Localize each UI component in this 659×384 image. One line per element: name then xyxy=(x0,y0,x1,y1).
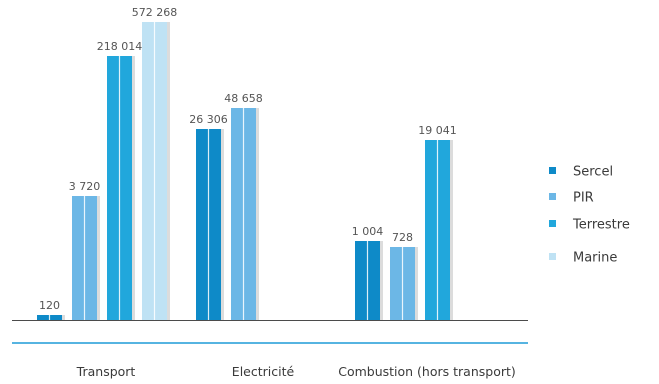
legend-label-terrestre: Terrestre xyxy=(572,218,630,233)
legend-label-pir: PIR xyxy=(573,191,594,206)
legend-label-marine: Marine xyxy=(573,251,617,266)
value-label: 19 041 xyxy=(418,124,457,137)
legend-swatch-marine xyxy=(549,253,556,260)
legend: Sercel PIR Terrestre Marine xyxy=(549,165,630,266)
category-labels-group: Transport Electricité Combustion (hors tra… xyxy=(76,364,516,379)
bars-group xyxy=(37,22,453,320)
value-labels-group: 120 3 720 218 014 572 268 26 306 48 658 1 004 7… xyxy=(39,6,457,312)
category-label-combustion-hors-transport: Combustion (hors transport) xyxy=(338,364,516,379)
legend-swatch-terrestre xyxy=(549,220,556,227)
value-label: 728 xyxy=(392,231,413,244)
value-label: 120 xyxy=(39,299,60,312)
legend-swatch-sercel xyxy=(549,167,556,174)
value-label: 218 014 xyxy=(97,40,143,53)
value-label: 3 720 xyxy=(69,180,101,193)
category-label-transport: Transport xyxy=(76,364,136,379)
value-label: 48 658 xyxy=(224,92,263,105)
legend-label-sercel: Sercel xyxy=(573,165,613,180)
value-label: 26 306 xyxy=(189,113,228,126)
value-label: 572 268 xyxy=(132,6,178,19)
category-label-electricite: Electricité xyxy=(232,364,295,379)
value-label: 1 004 xyxy=(352,225,384,238)
legend-swatch-pir xyxy=(549,193,556,200)
